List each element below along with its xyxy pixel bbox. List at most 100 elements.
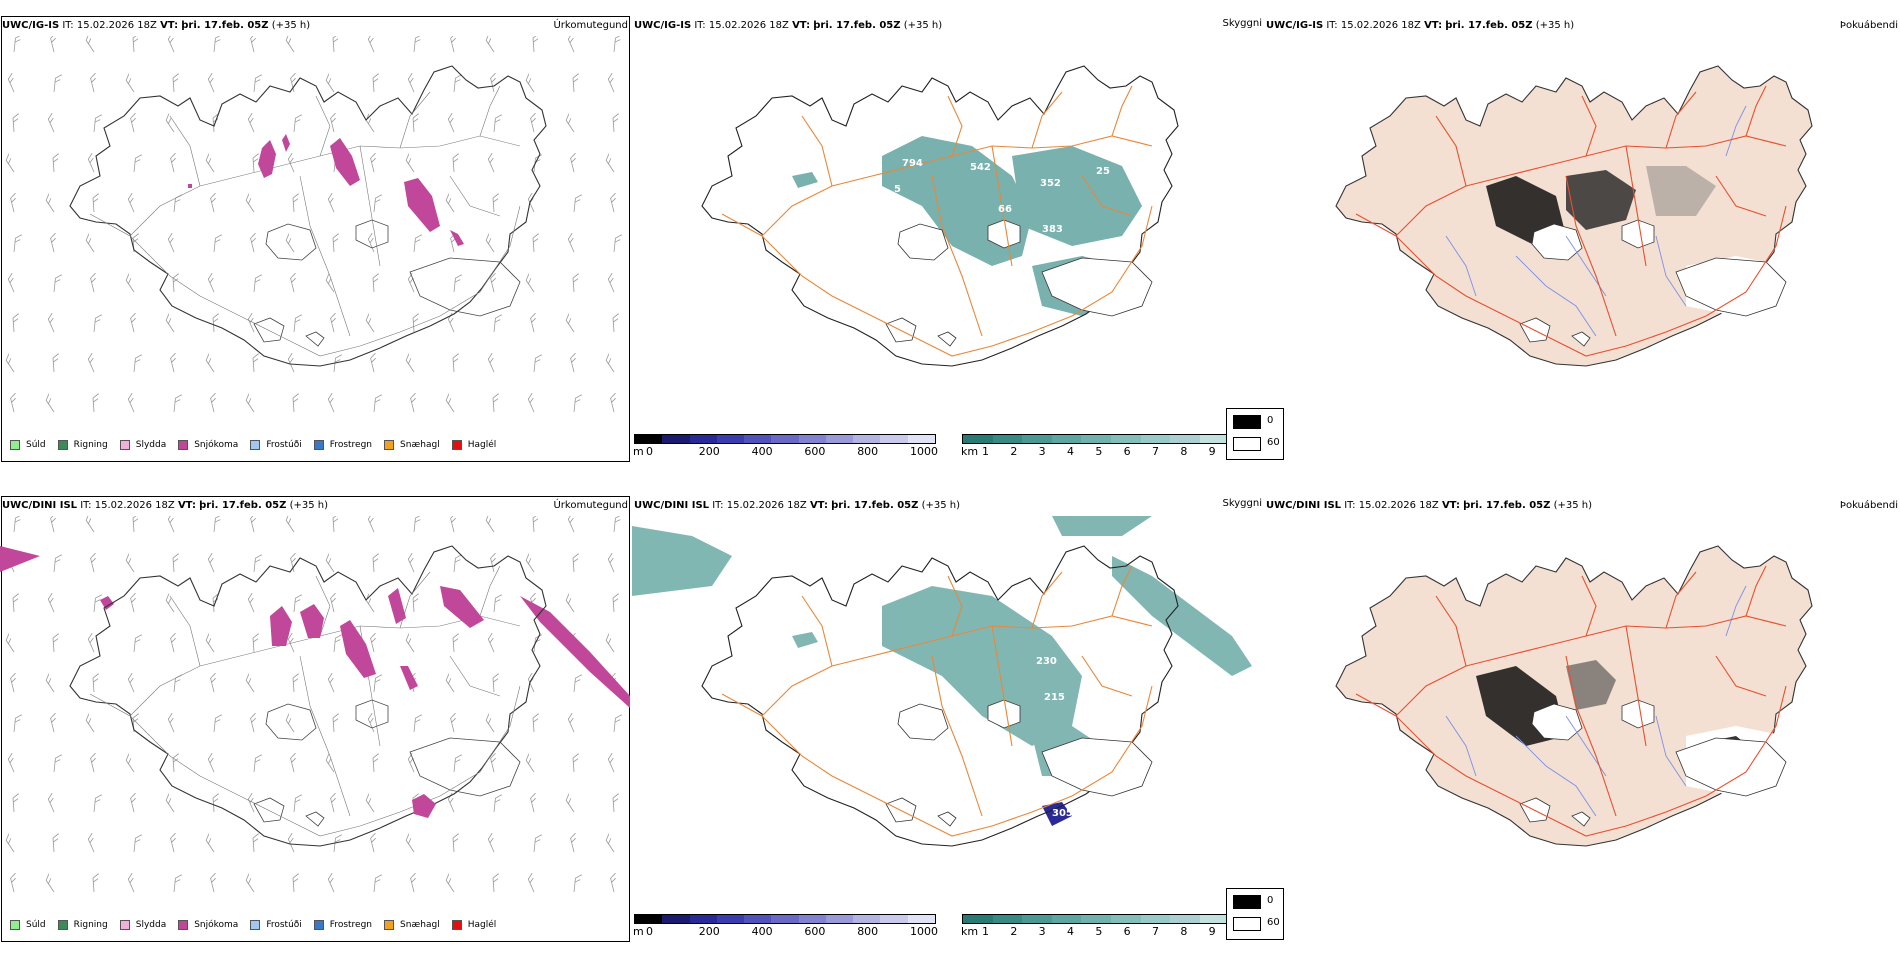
colorbar-swatch: [853, 435, 881, 443]
legend-label: Súld: [26, 440, 46, 450]
road: [399, 571, 431, 629]
wind-barb: [173, 394, 183, 413]
glacier: [409, 257, 521, 317]
wind-barb: [205, 633, 215, 653]
road: [449, 655, 501, 697]
wind-barb: [332, 233, 339, 253]
wind-barb: [410, 872, 416, 893]
wind-barb: [333, 834, 343, 853]
colorbar-unit: m: [633, 445, 644, 458]
wind-barb: [605, 633, 615, 653]
vt-label: VT:: [160, 20, 179, 31]
wind-barb: [85, 516, 95, 533]
river: [1445, 715, 1477, 777]
legend-item: Snjókoma: [178, 440, 238, 450]
wind-barb: [205, 353, 215, 373]
glacier-outlines: [253, 699, 521, 827]
lead-time: (+35 h): [271, 20, 311, 31]
legend-label: Snæhagl: [400, 440, 440, 450]
legend-item: Rigning: [57, 440, 108, 450]
road: [1665, 571, 1697, 629]
colorbar-swatch: [662, 915, 690, 923]
wind-barb: [50, 712, 56, 733]
wind-barb: [290, 552, 296, 573]
colorbar-swatch: [1110, 915, 1141, 923]
colorbar-swatch: [635, 435, 663, 443]
wind-barb: [252, 153, 259, 173]
wind-barb: [5, 833, 15, 853]
cloud-base-label: 352: [1040, 178, 1061, 189]
wind-barb: [285, 713, 295, 733]
wind-barb: [245, 393, 255, 413]
wind-barb: [285, 36, 295, 53]
wind-barb: [212, 313, 219, 333]
colorbar-tick: 6: [1123, 925, 1131, 938]
fog-index-legend: 0 60: [1226, 888, 1284, 940]
wind-barb: [45, 673, 55, 693]
legend-swatch: [250, 920, 261, 930]
wind-barb: [567, 36, 575, 53]
legend-label: Snjókoma: [194, 920, 239, 930]
wind-barb: [370, 352, 376, 373]
wind-barb: [332, 516, 339, 533]
colorbar-tick: 0: [646, 925, 653, 938]
road: [931, 655, 983, 817]
colorbar-swatch: [853, 915, 881, 923]
colorbar-swatch: [744, 435, 772, 443]
wind-barb: [85, 36, 95, 53]
wind-barb: [93, 594, 103, 613]
wind-barb: [567, 712, 575, 733]
colorbar-swatch: [825, 435, 854, 443]
panel-header: UWC/IG-IS IT: 15.02.2026 18Z VT: þri. 17…: [2, 20, 310, 31]
fog-max-swatch: [1233, 415, 1261, 429]
colorbar-swatch: [907, 915, 935, 923]
legend-swatch: [451, 440, 462, 450]
wind-barb: [87, 832, 95, 853]
colorbar-swatch: [771, 915, 799, 923]
wind-barb: [213, 234, 223, 253]
wind-barb: [165, 593, 175, 613]
road: [947, 95, 963, 157]
legend-item: Frostúði: [250, 440, 302, 450]
legend-swatch: [313, 440, 324, 450]
cloud-base-label: 53: [1140, 628, 1154, 639]
panel-title: Þokuábendi: [1839, 500, 1898, 511]
road: [479, 565, 501, 617]
wind-barb: [287, 352, 295, 373]
lead-time: (+35 h): [1553, 500, 1593, 511]
wind-barb: [570, 352, 576, 373]
panel-title: Skyggni: [1222, 18, 1262, 29]
wind-barb: [92, 193, 99, 213]
wind-barb: [287, 152, 295, 173]
visibility-colorbar-swatches: [962, 914, 1260, 924]
wind-barb: [605, 353, 615, 373]
cloud-base-label: 383: [1042, 224, 1063, 235]
wind-barb: [450, 36, 456, 53]
wind-barb: [333, 354, 343, 373]
wind-barb: [205, 833, 215, 853]
wind-barb: [5, 353, 15, 373]
wind-barb: [287, 832, 295, 853]
iceland-outline: [69, 545, 547, 847]
wind-barb: [247, 112, 255, 133]
vt-label: VT:: [1424, 20, 1443, 31]
visibility-colorbar-ticks: km12345678910: [961, 924, 1260, 938]
wind-barb: [125, 553, 135, 573]
wind-barb: [372, 73, 379, 93]
colorbar-swatch: [1199, 915, 1230, 923]
visibility-colorbar-ticks: km12345678910: [961, 444, 1260, 458]
wind-barb: [207, 752, 215, 773]
wind-barb: [572, 73, 579, 93]
wind-barb: [573, 194, 583, 213]
wind-barb: [93, 114, 103, 133]
wind-barb: [527, 392, 535, 413]
wind-barb: [253, 74, 263, 93]
wind-barb: [287, 632, 295, 653]
wind-barb: [92, 393, 99, 413]
panel-title: Úrkomutegund: [553, 20, 628, 31]
wind-barb: [250, 516, 256, 533]
it-label: IT:: [80, 500, 92, 511]
wind-barb: [445, 873, 455, 893]
wind-barb: [533, 834, 543, 853]
wind-barb: [610, 192, 616, 213]
